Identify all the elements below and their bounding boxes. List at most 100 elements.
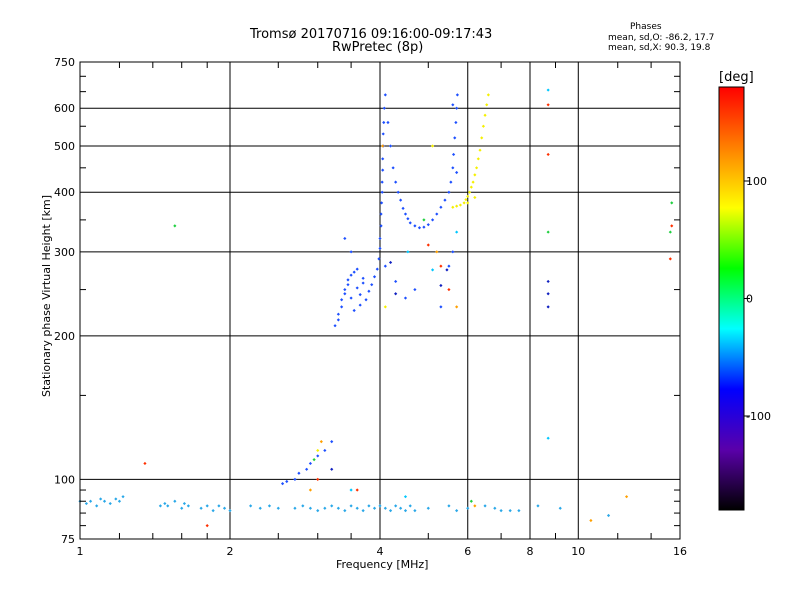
- grid-lines: [80, 62, 680, 539]
- data-point: [367, 504, 371, 508]
- data-point: [546, 279, 550, 284]
- data-point: [361, 276, 365, 280]
- data-point: [388, 260, 393, 265]
- data-point: [445, 268, 449, 272]
- data-point: [443, 198, 447, 202]
- data-point: [454, 120, 458, 125]
- data-point: [380, 180, 384, 184]
- data-point: [349, 250, 353, 254]
- data-point: [406, 217, 410, 221]
- data-point: [114, 497, 118, 501]
- data-point: [486, 93, 490, 97]
- data-point: [316, 448, 320, 453]
- data-point: [355, 267, 359, 271]
- x-tick-label: 16: [673, 545, 687, 558]
- data-point: [451, 103, 455, 107]
- data-point: [330, 467, 334, 471]
- data-point: [624, 495, 629, 499]
- data-point: [481, 124, 485, 128]
- data-point: [401, 206, 405, 210]
- data-point: [483, 113, 487, 117]
- phases-o-mode-stats: mean, sd,O: -86.2, 17.7: [608, 33, 715, 43]
- data-point: [408, 504, 412, 508]
- data-point: [367, 289, 371, 293]
- data-point: [473, 504, 477, 508]
- data-point: [670, 201, 674, 205]
- data-point: [546, 292, 550, 296]
- data-point: [451, 152, 456, 157]
- data-point: [403, 296, 408, 300]
- data-point: [546, 152, 550, 157]
- y-axis-ticks: 75 100 200 300 400 500 600 750: [54, 56, 680, 546]
- data-point: [358, 303, 362, 307]
- data-point: [399, 506, 403, 510]
- data-point: [668, 257, 672, 261]
- data-point: [403, 495, 408, 499]
- data-point: [380, 190, 384, 194]
- colorbar: [718, 86, 745, 511]
- data-point: [346, 278, 350, 282]
- data-point: [478, 148, 482, 152]
- data-point: [358, 293, 362, 297]
- data-point: [455, 509, 459, 513]
- data-point: [413, 287, 417, 292]
- data-point: [546, 103, 550, 107]
- data-point: [180, 506, 184, 510]
- data-point: [333, 324, 337, 328]
- data-point: [378, 504, 382, 508]
- data-point: [403, 212, 408, 216]
- data-point: [383, 93, 387, 97]
- data-point: [228, 509, 232, 513]
- data-point: [383, 305, 387, 309]
- data-point: [323, 448, 327, 453]
- data-point: [349, 504, 353, 508]
- data-point: [394, 504, 398, 508]
- data-point: [391, 166, 395, 170]
- x-tick-label: 1: [77, 545, 84, 558]
- data-point: [280, 481, 285, 486]
- data-point: [455, 305, 459, 309]
- data-point: [430, 268, 435, 272]
- data-point: [462, 201, 466, 205]
- data-point: [422, 218, 426, 222]
- data-point: [606, 513, 611, 518]
- data-point: [467, 190, 472, 194]
- data-point: [382, 106, 386, 110]
- data-point: [403, 509, 408, 513]
- data-point: [312, 458, 316, 462]
- data-point: [143, 461, 147, 466]
- data-point: [211, 509, 215, 513]
- data-point: [447, 264, 451, 268]
- data-point: [182, 501, 186, 506]
- data-point: [372, 275, 377, 279]
- y-tick-label: 400: [54, 186, 75, 199]
- data-point: [383, 506, 387, 510]
- y-tick-label: 100: [54, 473, 75, 486]
- data-point: [267, 504, 272, 508]
- data-point: [383, 264, 387, 268]
- data-point: [343, 236, 347, 241]
- data-point: [352, 270, 356, 274]
- data-point: [447, 190, 451, 194]
- data-point: [413, 224, 417, 228]
- data-point: [173, 499, 177, 503]
- data-point: [205, 524, 209, 528]
- data-point: [343, 292, 347, 296]
- data-point: [377, 257, 381, 261]
- data-point: [508, 509, 512, 513]
- data-point: [474, 166, 479, 170]
- data-point: [471, 180, 475, 184]
- data-point: [276, 506, 280, 510]
- data-point: [205, 504, 209, 508]
- data-point: [435, 212, 439, 216]
- plot-frame: [79, 61, 681, 540]
- data-point: [349, 488, 353, 492]
- data-point: [386, 120, 390, 125]
- data-point: [426, 506, 430, 510]
- data-point: [217, 504, 221, 508]
- y-tick-label: 300: [54, 246, 75, 259]
- data-point: [469, 185, 473, 189]
- chart-subtitle: RwPretec (8p): [332, 40, 424, 55]
- data-point: [435, 250, 439, 254]
- data-point: [308, 506, 313, 510]
